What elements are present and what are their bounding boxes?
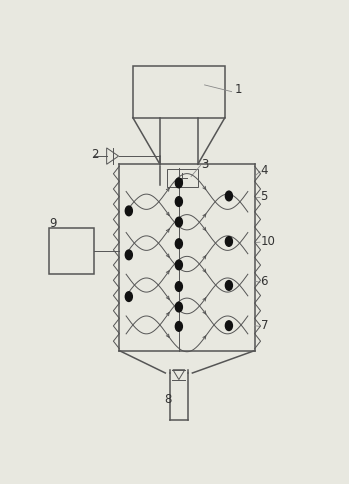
Text: 1: 1 bbox=[234, 83, 242, 96]
Text: 5: 5 bbox=[261, 190, 268, 203]
Text: 9: 9 bbox=[50, 217, 57, 230]
Circle shape bbox=[175, 282, 183, 291]
Bar bbox=[133, 65, 225, 118]
Circle shape bbox=[225, 281, 232, 290]
Circle shape bbox=[225, 191, 232, 201]
Text: 10: 10 bbox=[261, 235, 275, 248]
Bar bbox=[167, 169, 198, 187]
Circle shape bbox=[175, 178, 183, 188]
Circle shape bbox=[125, 292, 132, 302]
Text: 4: 4 bbox=[261, 164, 268, 177]
Circle shape bbox=[175, 260, 183, 270]
Text: 2: 2 bbox=[91, 148, 98, 161]
Bar bbox=[49, 227, 94, 274]
Text: 8: 8 bbox=[164, 393, 171, 406]
Circle shape bbox=[225, 237, 232, 246]
Circle shape bbox=[125, 206, 132, 216]
Circle shape bbox=[175, 321, 183, 331]
Circle shape bbox=[125, 250, 132, 260]
Circle shape bbox=[175, 197, 183, 206]
Circle shape bbox=[175, 239, 183, 248]
Circle shape bbox=[175, 302, 183, 312]
Circle shape bbox=[175, 217, 183, 227]
Circle shape bbox=[225, 321, 232, 331]
Text: 3: 3 bbox=[201, 158, 208, 171]
Text: 7: 7 bbox=[261, 319, 268, 332]
Text: 6: 6 bbox=[261, 275, 268, 288]
